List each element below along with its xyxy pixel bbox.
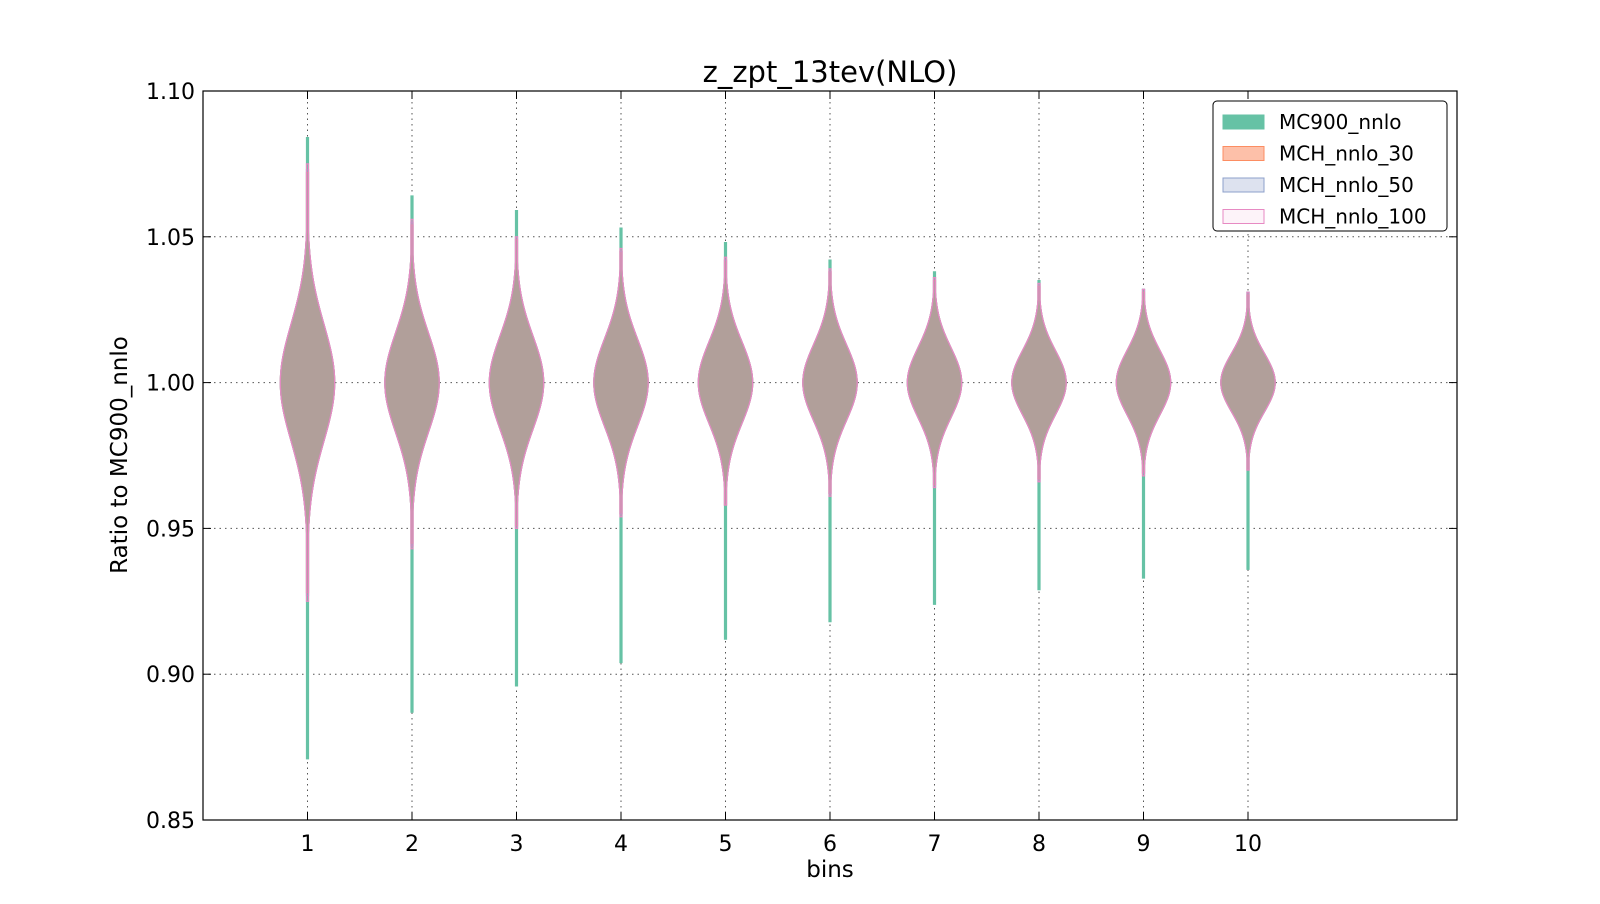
- y-tick-label: 0.85: [146, 809, 195, 834]
- x-tick-label: 2: [405, 832, 419, 857]
- x-tick-label: 7: [928, 832, 942, 857]
- violin-mch-nnlo-100-bin-2: [384, 218, 440, 550]
- ticks: 1 2 3 4 5 6 7 8 9 10 0.85 0.90 0.95 1.00 1.05 1.10: [146, 80, 1457, 857]
- violin-mch-nnlo-100-bin-4: [593, 247, 649, 518]
- y-tick-label: 1.05: [146, 226, 195, 251]
- chart-title: z_zpt_13tev(NLO): [703, 55, 958, 89]
- violin-mch-nnlo-100-bin-8: [1011, 282, 1067, 483]
- x-tick-label: 9: [1137, 832, 1151, 857]
- legend: MC900_nnlo MCH_nnlo_30 MCH_nnlo_50 MCH_nnlo…: [1212, 100, 1448, 232]
- x-tick-label: 8: [1032, 832, 1046, 857]
- legend-swatch-mc900-nnlo: [1222, 114, 1265, 130]
- x-axis-label: bins: [806, 857, 854, 883]
- violin-mch-nnlo-100-bin-7: [906, 277, 963, 489]
- violin-mch-nnlo-100-bin-6: [802, 268, 858, 497]
- legend-label-mch-nnlo-50: MCH_nnlo_50: [1279, 173, 1414, 197]
- violin-mch-nnlo-100-bin-1: [279, 163, 336, 602]
- y-tick-label: 1.10: [146, 80, 195, 105]
- violin-mch-nnlo-100-bin-9: [1115, 288, 1172, 477]
- legend-swatch-mch-nnlo-100: [1222, 209, 1265, 224]
- legend-label-mch-nnlo-30: MCH_nnlo_30: [1279, 142, 1414, 166]
- x-tick-label: 3: [510, 832, 524, 857]
- violin-mch-nnlo-100-bin-10: [1220, 291, 1276, 471]
- x-tick-label: 6: [823, 832, 837, 857]
- legend-label-mc900-nnlo: MC900_nnlo: [1279, 110, 1402, 134]
- violin-mch-nnlo-100-bin-5: [697, 256, 754, 506]
- violin-mch-nnlo-100-bin-3: [488, 236, 545, 529]
- legend-box: [1212, 100, 1448, 232]
- x-tick-label: 5: [719, 832, 733, 857]
- legend-swatch-mch-nnlo-50: [1222, 177, 1265, 193]
- legend-label-mch-nnlo-100: MCH_nnlo_100: [1279, 205, 1427, 229]
- y-tick-label: 1.00: [146, 372, 195, 397]
- x-tick-label: 10: [1234, 832, 1262, 857]
- x-tick-label: 4: [614, 832, 628, 857]
- y-tick-label: 0.95: [146, 517, 195, 542]
- legend-swatch-mch-nnlo-30: [1222, 146, 1265, 161]
- x-tick-label: 1: [301, 832, 315, 857]
- violins: [279, 137, 1276, 760]
- y-axis-label: Ratio to MC900_nnlo: [107, 336, 133, 574]
- y-tick-label: 0.90: [146, 663, 195, 688]
